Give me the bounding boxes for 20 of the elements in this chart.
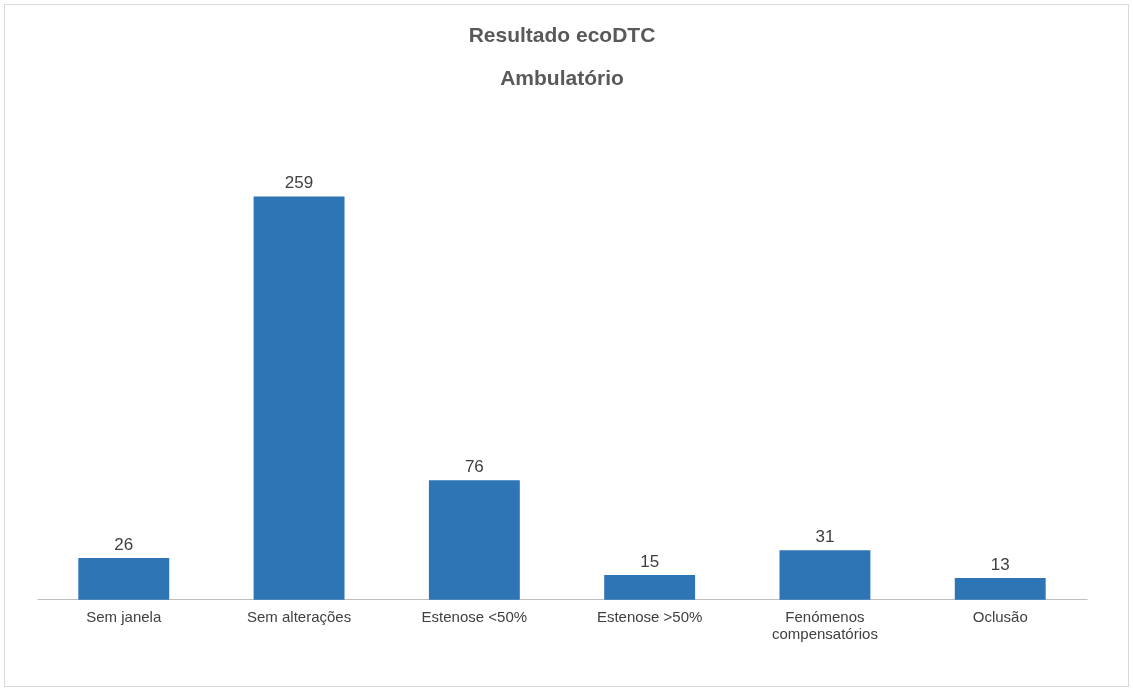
x-tick-label: Sem janela [86,607,162,625]
x-tick-label: Oclusão [972,607,1028,625]
data-label: 15 [640,551,660,571]
x-tick-label: Fenómenos compensatórios [771,607,878,642]
data-label: 31 [815,526,835,546]
bar [954,578,1046,600]
data-label: 13 [990,554,1010,574]
x-tick-label: Sem alterações [246,607,352,625]
data-label: 76 [464,457,484,477]
bar [604,574,696,600]
bar [428,480,520,600]
bar [78,557,170,600]
bar [253,196,345,600]
chart-title: Resultado ecoDTC [468,23,656,46]
data-label: 259 [284,173,314,193]
bar [779,550,871,600]
chart-subtitle: Ambulatório [500,66,624,89]
data-label: 26 [114,534,134,554]
x-tick-label: Estenose >50% [596,607,703,625]
x-tick-label: Estenose <50% [421,607,528,625]
